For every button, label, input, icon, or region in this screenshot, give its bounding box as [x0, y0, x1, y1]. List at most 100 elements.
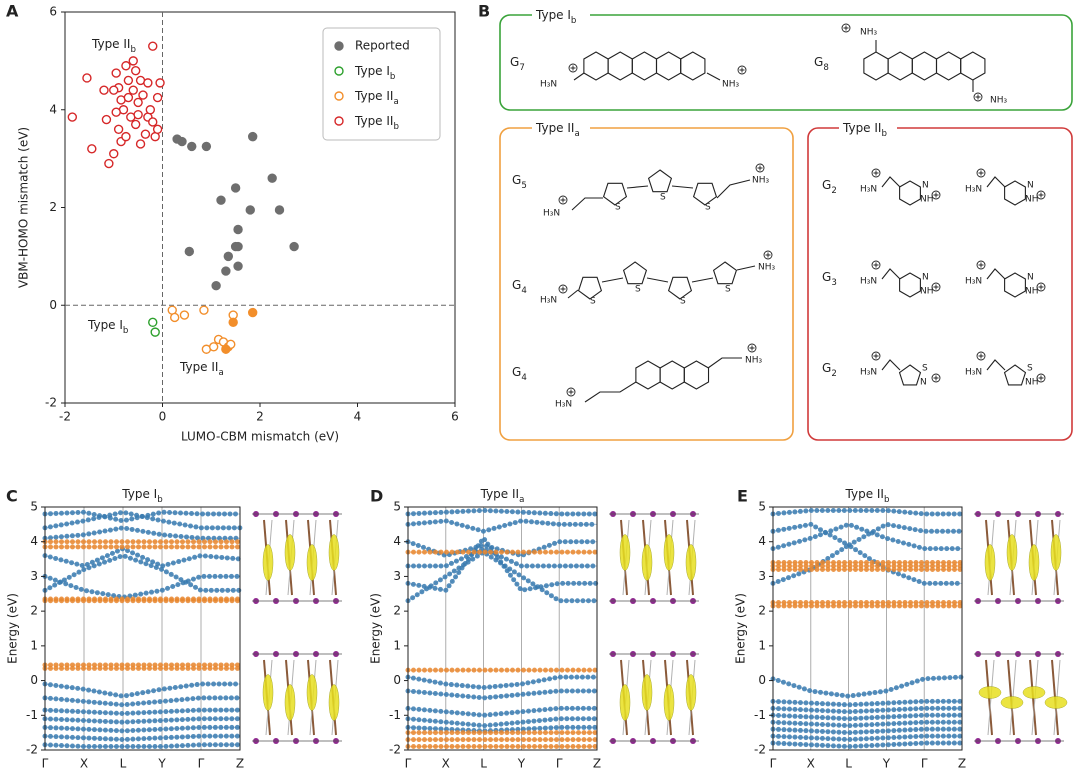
data-point: [133, 109, 143, 120]
orbital: [328, 684, 340, 721]
atom-label: NH₃: [752, 176, 770, 186]
atom-label: NH: [1025, 378, 1039, 388]
y-axis-label: Energy (eV): [734, 593, 748, 664]
y-tick-label: 0: [49, 298, 57, 312]
atom-label: NH₃: [745, 356, 763, 366]
structure-image: [609, 511, 699, 604]
charge-plus: [739, 67, 745, 73]
band: [405, 674, 600, 691]
charge-plus: [843, 25, 849, 31]
band: [42, 695, 243, 708]
ring: [960, 51, 986, 81]
data-point: [148, 41, 158, 51]
data-point: [247, 131, 258, 142]
group-title-bg: [532, 120, 590, 136]
annotation: Type IIa: [179, 360, 224, 378]
data-point: [199, 305, 209, 315]
data-point: [121, 131, 131, 142]
group-title-bg: [532, 7, 590, 23]
charge-plus: [1038, 192, 1044, 198]
group-label-sub: 2: [831, 369, 837, 379]
charge: [931, 282, 941, 292]
chart-title-sub: b: [157, 495, 162, 505]
atom-label: NH: [1025, 195, 1039, 205]
data-point: [101, 114, 112, 125]
orbital: [984, 544, 996, 581]
band-line: [407, 551, 597, 602]
x-tick-label: Γ: [770, 757, 777, 771]
chart-title-sub: a: [519, 495, 524, 505]
data-point: [208, 342, 219, 352]
x-tick-label: Z: [958, 757, 966, 771]
ring: [1004, 180, 1026, 206]
data-point: [184, 246, 195, 257]
legend-label: Reported: [355, 39, 410, 53]
legend-swatch: [334, 116, 344, 126]
ring: [577, 276, 603, 300]
x-tick-label: Γ: [921, 757, 928, 771]
group-title: Type Ib: [535, 8, 576, 26]
bond: [736, 265, 756, 271]
x-tick-label: X: [80, 757, 88, 771]
charge-plus: [978, 353, 984, 359]
group-title: Type IIa: [535, 121, 580, 139]
group-label-main: G: [822, 178, 831, 192]
x-tick-label: Γ: [42, 757, 49, 771]
y-tick-label: 5: [393, 500, 401, 514]
charge: [973, 92, 983, 102]
atom-label: S: [590, 297, 596, 307]
orbital: [328, 534, 340, 571]
atom-label: NH: [1025, 287, 1039, 297]
charge: [871, 168, 881, 178]
group-label-sub: 5: [521, 181, 527, 191]
legend-label: Type Ib: [354, 64, 395, 82]
ring: [607, 51, 633, 81]
ring: [863, 51, 889, 81]
data-point: [148, 117, 158, 127]
chart-title-sub: b: [884, 495, 889, 505]
band: [42, 552, 243, 593]
band: [770, 705, 965, 715]
charge: [755, 163, 765, 173]
bond: [567, 289, 579, 299]
charge: [566, 387, 576, 397]
y-tick-label: -2: [45, 396, 57, 410]
band: [405, 549, 600, 604]
data-point: [104, 158, 114, 169]
charge-plus: [933, 375, 939, 381]
band: [770, 726, 965, 736]
orbital: [663, 534, 675, 571]
data-point: [135, 139, 146, 149]
structure-image: [252, 651, 342, 744]
ring: [683, 360, 710, 390]
x-tick-label: 2: [256, 410, 264, 424]
atom-label: S: [680, 297, 686, 307]
group-label-sub: 8: [823, 63, 829, 73]
data-point: [233, 241, 243, 252]
bond: [626, 185, 649, 189]
legend-label-sub: b: [390, 72, 395, 82]
panel-label: C: [6, 487, 18, 506]
group-label-main: G: [512, 365, 521, 379]
bond: [584, 381, 637, 403]
y-tick-label: 2: [393, 604, 401, 618]
y-tick-label: -2: [26, 743, 38, 757]
data-point: [187, 141, 197, 152]
group-title-bg: [839, 120, 897, 136]
bond: [986, 176, 1006, 188]
charge-plus: [560, 286, 566, 292]
atom-label: H₃N: [860, 185, 877, 195]
data-point: [233, 224, 243, 235]
bond: [881, 176, 901, 188]
band: [405, 518, 600, 534]
band: [770, 740, 965, 750]
charge-plus: [933, 192, 939, 198]
band: [770, 698, 965, 708]
x-tick-label: Y: [157, 757, 166, 771]
charge-plus: [560, 197, 566, 203]
y-tick-label: 4: [49, 102, 57, 116]
group-label: G5: [512, 173, 527, 191]
group-title-main: Type I: [535, 8, 571, 22]
atom-label: H₃N: [860, 368, 877, 378]
y-tick-label: 3: [758, 569, 766, 583]
